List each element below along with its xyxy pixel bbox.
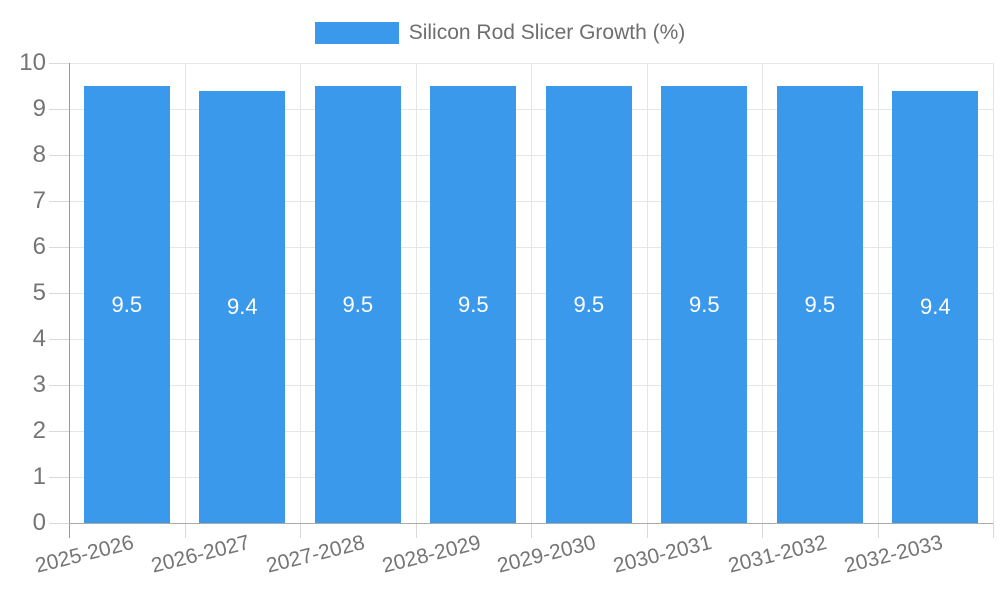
y-axis-label: 1: [32, 463, 46, 490]
bar[interactable]: 9.5: [430, 86, 517, 523]
bar[interactable]: 9.4: [892, 91, 979, 523]
y-axis-tick: [49, 431, 69, 432]
v-gridline: [762, 63, 763, 523]
y-axis-label: 10: [19, 49, 46, 76]
bar[interactable]: 9.5: [776, 86, 863, 523]
bar[interactable]: 9.5: [83, 86, 170, 523]
bar-value-label: 9.5: [342, 291, 374, 317]
v-gridline: [993, 63, 994, 523]
chart-legend[interactable]: Silicon Rod Slicer Growth (%): [0, 20, 1000, 46]
v-gridline: [300, 63, 301, 523]
x-axis-tick: [647, 523, 648, 538]
y-axis-label: 5: [32, 279, 46, 306]
y-axis-label: 0: [32, 509, 46, 536]
bar-value-label: 9.4: [227, 294, 258, 319]
y-axis-tick: [49, 63, 69, 64]
y-axis-tick: [49, 293, 69, 294]
v-gridline: [647, 63, 648, 523]
x-axis-tick: [416, 523, 417, 538]
y-axis-tick: [49, 523, 69, 524]
y-axis-label: 8: [32, 141, 46, 168]
y-axis-tick: [49, 385, 69, 386]
bar-value-label: 9.5: [573, 291, 605, 317]
y-axis-label: 7: [32, 187, 46, 214]
x-axis-tick: [762, 523, 763, 538]
x-axis-label: 2027-2028: [264, 531, 368, 578]
bar[interactable]: 9.4: [199, 91, 286, 523]
v-gridline: [185, 63, 186, 523]
v-gridline: [531, 63, 532, 523]
x-axis-tick: [878, 523, 879, 538]
y-axis-tick: [49, 477, 69, 478]
y-axis-label: 3: [32, 371, 46, 398]
bar-value-label: 9.5: [689, 291, 720, 317]
x-axis-label: 2028-2029: [379, 531, 483, 578]
y-axis-label: 4: [32, 325, 46, 352]
x-axis-label: 2026-2027: [148, 531, 252, 578]
y-axis-line: [69, 63, 70, 538]
bar[interactable]: 9.5: [314, 86, 401, 523]
v-gridline: [416, 63, 417, 523]
x-axis-line: [69, 523, 993, 524]
x-axis-tick: [185, 523, 186, 538]
y-axis-tick: [49, 339, 69, 340]
bar-value-label: 9.5: [458, 291, 489, 317]
y-axis-label: 9: [32, 95, 46, 122]
x-axis-label: 2030-2031: [610, 531, 714, 578]
legend-label: Silicon Rod Slicer Growth (%): [408, 21, 686, 44]
y-axis-tick: [49, 247, 69, 248]
bar-value-label: 9.5: [804, 291, 836, 317]
bar[interactable]: 9.5: [661, 86, 748, 523]
x-axis-label: 2032-2033: [841, 531, 945, 578]
x-axis-label: 2029-2030: [495, 531, 599, 578]
y-axis-label: 6: [32, 233, 46, 260]
y-axis-tick: [49, 109, 69, 110]
x-axis-label: 2031-2032: [726, 531, 830, 578]
x-axis-tick: [300, 523, 301, 538]
y-axis-label: 2: [32, 417, 46, 444]
bar-value-label: 9.5: [111, 291, 143, 317]
bar[interactable]: 9.5: [545, 86, 632, 523]
legend-swatch-icon: [314, 22, 399, 44]
v-gridline: [878, 63, 879, 523]
x-axis-label: 2025-2026: [33, 531, 137, 578]
bar-value-label: 9.4: [920, 294, 951, 319]
x-axis-tick: [993, 523, 994, 538]
y-axis-tick: [49, 201, 69, 202]
x-axis-tick: [531, 523, 532, 538]
y-axis-tick: [49, 155, 69, 156]
